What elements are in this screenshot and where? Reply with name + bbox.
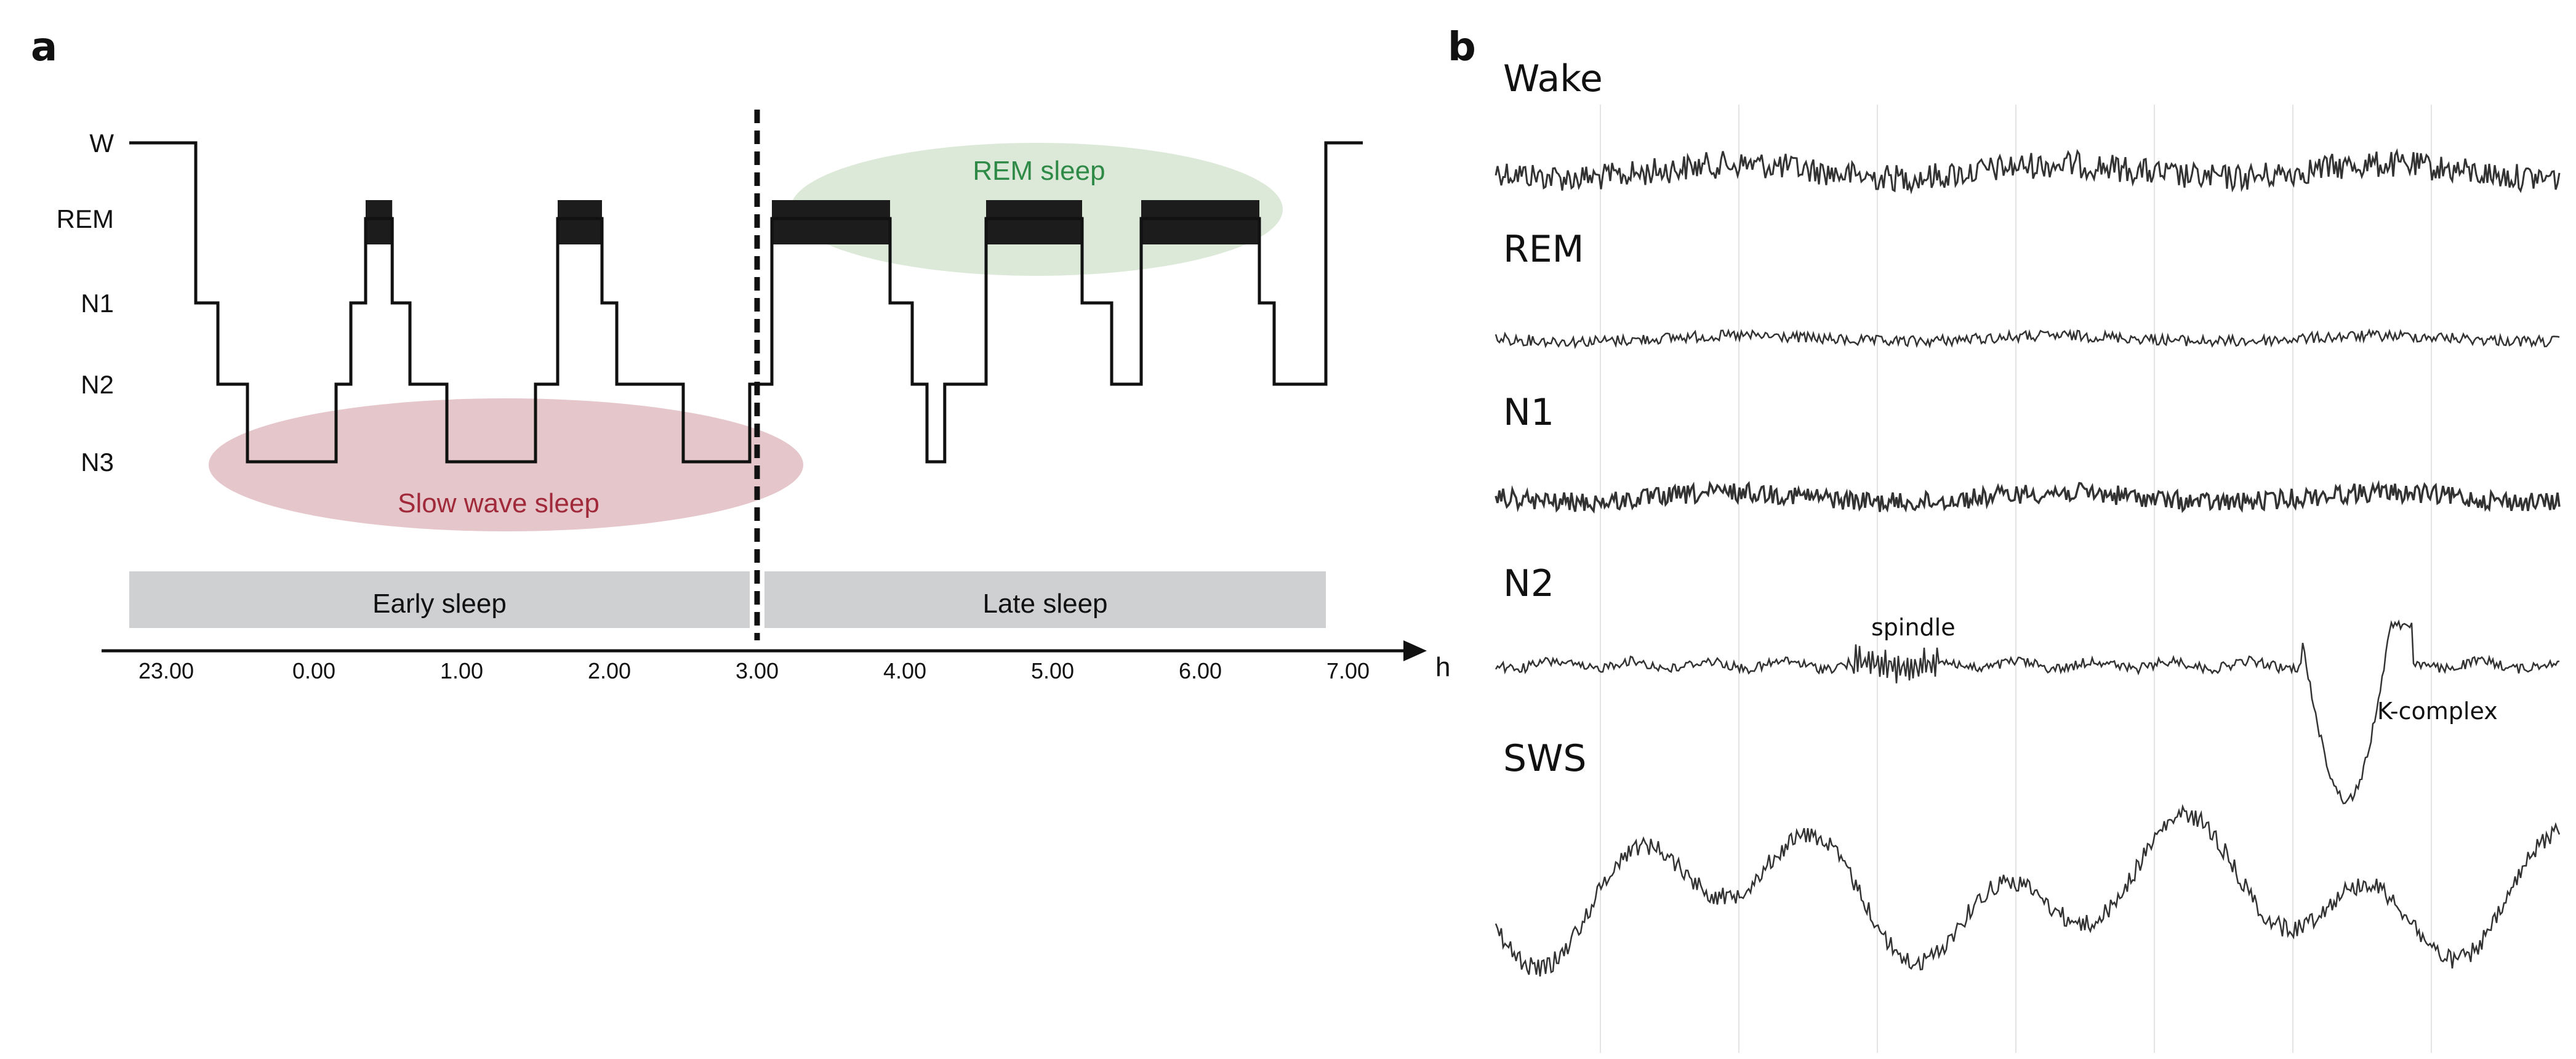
x-tick-label: 1.00 xyxy=(440,658,483,683)
x-axis-unit-label: h xyxy=(1435,652,1450,682)
eeg-trace-sws xyxy=(1495,803,2561,977)
panel-a-label: a xyxy=(31,25,57,70)
x-tick-label: 23.00 xyxy=(138,658,194,683)
x-tick-label: 4.00 xyxy=(883,658,926,683)
eeg-trace-n1 xyxy=(1495,480,2561,514)
eeg-trace-n2 xyxy=(1495,619,2560,805)
stage-axis-labels: W REM N1 N2 N3 xyxy=(57,129,114,477)
region-bars: Early sleep Late sleep xyxy=(129,571,1326,628)
eeg-grid xyxy=(1600,105,2432,1053)
eeg-label-rem: REM xyxy=(1503,228,1584,271)
x-tick-label: 3.00 xyxy=(736,658,779,683)
hypnogram-line xyxy=(129,141,1363,464)
rem-block xyxy=(1141,200,1259,244)
hypnogram-panel: a Early sleep Late sleep W REM N1 N2 N3 Slow … xyxy=(31,25,1450,683)
stage-label-w: W xyxy=(89,129,114,158)
x-axis-arrow xyxy=(1403,640,1427,661)
region-label-late: Late sleep xyxy=(982,589,1107,619)
stage-label-n3: N3 xyxy=(81,448,114,477)
x-tick-label: 5.00 xyxy=(1031,658,1074,683)
rem-block xyxy=(772,200,890,244)
rem-sleep-label: REM sleep xyxy=(973,156,1105,186)
x-tick-label: 0.00 xyxy=(292,658,335,683)
x-tick-label: 7.00 xyxy=(1326,658,1370,683)
x-tick-label: 6.00 xyxy=(1179,658,1222,683)
x-tick-label: 2.00 xyxy=(588,658,631,683)
region-label-early: Early sleep xyxy=(372,589,507,619)
stage-label-n1: N1 xyxy=(81,289,114,318)
rem-block xyxy=(366,200,393,244)
eeg-label-wake: Wake xyxy=(1503,57,1603,100)
eeg-label-n1: N1 xyxy=(1503,391,1554,434)
eeg-trace-labels: Wake REM N1 N2 SWS xyxy=(1503,57,1603,780)
region-bar-early xyxy=(129,571,750,628)
x-axis-ticks: 23.00 0.00 1.00 2.00 3.00 4.00 5.00 6.00 7.00 xyxy=(138,658,1370,683)
eeg-label-n2: N2 xyxy=(1503,562,1554,605)
stage-label-n2: N2 xyxy=(81,370,114,399)
eeg-trace-rem xyxy=(1495,328,2560,350)
panel-b-label: b xyxy=(1448,25,1476,70)
region-bar-late xyxy=(764,571,1326,628)
eeg-trace-wake xyxy=(1495,148,2561,195)
k-complex-annotation: K-complex xyxy=(2377,698,2498,725)
eeg-label-sws: SWS xyxy=(1503,737,1587,780)
rem-block xyxy=(558,200,602,244)
spindle-annotation: spindle xyxy=(1871,614,1956,641)
slow-wave-sleep-ellipse xyxy=(209,398,803,531)
eeg-traces xyxy=(1495,148,2561,977)
rem-block xyxy=(986,200,1082,244)
eeg-traces-panel: b Wake REM N1 N2 SWS spindle K-complex xyxy=(1448,25,2561,1053)
stage-label-rem: REM xyxy=(57,204,114,233)
slow-wave-sleep-label: Slow wave sleep xyxy=(398,488,600,518)
rem-blocks xyxy=(366,200,1259,244)
